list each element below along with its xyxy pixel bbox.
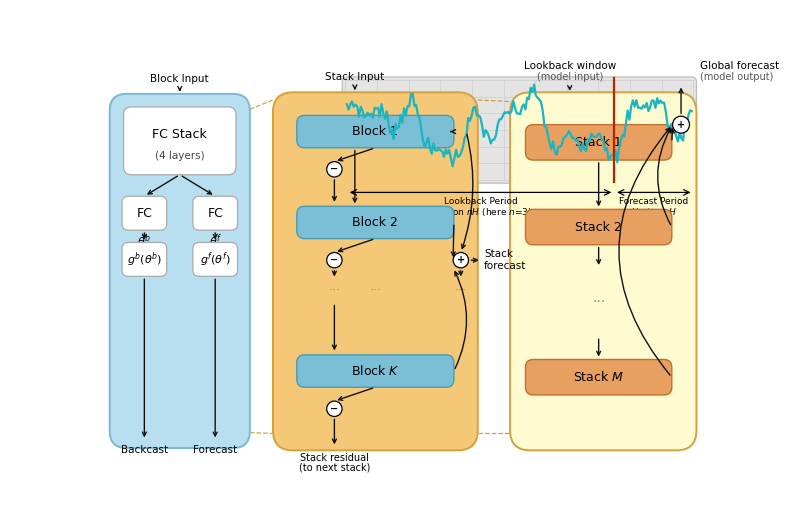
Text: +: + <box>457 255 465 265</box>
FancyArrowPatch shape <box>597 163 601 205</box>
Text: FC Stack: FC Stack <box>152 128 207 141</box>
FancyBboxPatch shape <box>342 77 697 183</box>
FancyArrowPatch shape <box>214 233 217 238</box>
FancyArrowPatch shape <box>353 85 357 89</box>
FancyBboxPatch shape <box>297 206 454 239</box>
FancyBboxPatch shape <box>193 196 238 230</box>
FancyArrowPatch shape <box>658 128 670 225</box>
FancyArrowPatch shape <box>597 339 601 355</box>
FancyBboxPatch shape <box>526 360 672 395</box>
FancyArrowPatch shape <box>333 419 336 443</box>
FancyArrowPatch shape <box>214 279 217 436</box>
Text: +: + <box>677 120 685 130</box>
Text: $\theta^b$: $\theta^b$ <box>138 233 151 249</box>
FancyArrowPatch shape <box>462 134 473 249</box>
Text: $g^b(\theta^b)$: $g^b(\theta^b)$ <box>126 250 162 269</box>
Text: Backcast: Backcast <box>121 445 168 455</box>
Text: Forecast: Forecast <box>193 445 238 455</box>
FancyArrowPatch shape <box>178 86 182 90</box>
Text: Stack 1: Stack 1 <box>575 136 622 149</box>
FancyArrowPatch shape <box>471 258 478 262</box>
Text: Stack $M$: Stack $M$ <box>573 370 624 384</box>
Text: (model output): (model output) <box>699 72 773 83</box>
FancyArrowPatch shape <box>333 270 336 275</box>
FancyArrowPatch shape <box>338 148 373 161</box>
FancyArrowPatch shape <box>679 89 683 113</box>
Text: Block $K$: Block $K$ <box>351 364 400 378</box>
Circle shape <box>326 401 342 416</box>
Text: Stack 2: Stack 2 <box>575 221 622 234</box>
Circle shape <box>453 252 469 268</box>
Text: Stack
forecast: Stack forecast <box>484 249 526 271</box>
Text: −: − <box>330 404 338 414</box>
FancyArrowPatch shape <box>142 233 146 238</box>
FancyArrowPatch shape <box>597 248 601 264</box>
FancyBboxPatch shape <box>297 115 454 148</box>
FancyBboxPatch shape <box>297 355 454 387</box>
Text: Lookback Period: Lookback Period <box>444 197 518 206</box>
Text: ···: ··· <box>592 295 606 309</box>
Text: (to next stack): (to next stack) <box>298 462 370 473</box>
FancyBboxPatch shape <box>273 92 478 450</box>
FancyBboxPatch shape <box>122 242 166 276</box>
Text: FC: FC <box>137 207 152 220</box>
FancyBboxPatch shape <box>122 196 166 230</box>
FancyArrowPatch shape <box>338 388 373 400</box>
Text: −: − <box>330 255 338 265</box>
FancyArrowPatch shape <box>142 279 146 436</box>
Text: (4 layers): (4 layers) <box>155 151 205 161</box>
FancyArrowPatch shape <box>338 239 373 252</box>
Text: FC: FC <box>207 207 223 220</box>
Text: −: − <box>330 165 338 174</box>
FancyArrowPatch shape <box>148 176 178 194</box>
Circle shape <box>673 116 690 133</box>
Text: Lookback window: Lookback window <box>524 61 616 71</box>
FancyArrowPatch shape <box>182 176 211 194</box>
FancyBboxPatch shape <box>526 125 672 160</box>
FancyArrowPatch shape <box>670 129 674 140</box>
Text: $\theta^f$: $\theta^f$ <box>209 233 222 249</box>
Text: Global forecast: Global forecast <box>699 61 778 71</box>
Text: Block Input: Block Input <box>150 74 209 84</box>
FancyArrowPatch shape <box>619 128 670 375</box>
FancyArrowPatch shape <box>459 270 462 275</box>
FancyArrowPatch shape <box>353 151 357 202</box>
Text: Block 1: Block 1 <box>353 125 398 138</box>
FancyArrowPatch shape <box>451 130 455 133</box>
FancyArrowPatch shape <box>451 225 455 256</box>
Text: Block 2: Block 2 <box>353 216 398 229</box>
Text: Stack residual: Stack residual <box>300 454 369 463</box>
FancyBboxPatch shape <box>193 242 238 276</box>
Circle shape <box>326 161 342 177</box>
Text: Horizon $H$: Horizon $H$ <box>631 206 677 217</box>
FancyBboxPatch shape <box>510 92 697 450</box>
FancyArrowPatch shape <box>455 272 466 368</box>
Text: ···: ··· <box>328 284 340 297</box>
Text: Stack Input: Stack Input <box>326 72 385 83</box>
Text: ···: ··· <box>455 284 467 297</box>
Text: Horizon $nH$ (here $n$=3): Horizon $nH$ (here $n$=3) <box>429 206 532 218</box>
FancyBboxPatch shape <box>526 209 672 245</box>
Text: Forecast Period: Forecast Period <box>619 197 689 206</box>
FancyBboxPatch shape <box>110 94 250 448</box>
FancyArrowPatch shape <box>568 86 572 89</box>
Circle shape <box>326 252 342 268</box>
FancyArrowPatch shape <box>333 180 336 200</box>
Text: $g^f(\theta^f)$: $g^f(\theta^f)$ <box>200 250 230 269</box>
FancyBboxPatch shape <box>123 107 236 175</box>
FancyArrowPatch shape <box>333 305 336 349</box>
Text: ···: ··· <box>370 284 382 297</box>
Text: (model input): (model input) <box>537 72 603 83</box>
